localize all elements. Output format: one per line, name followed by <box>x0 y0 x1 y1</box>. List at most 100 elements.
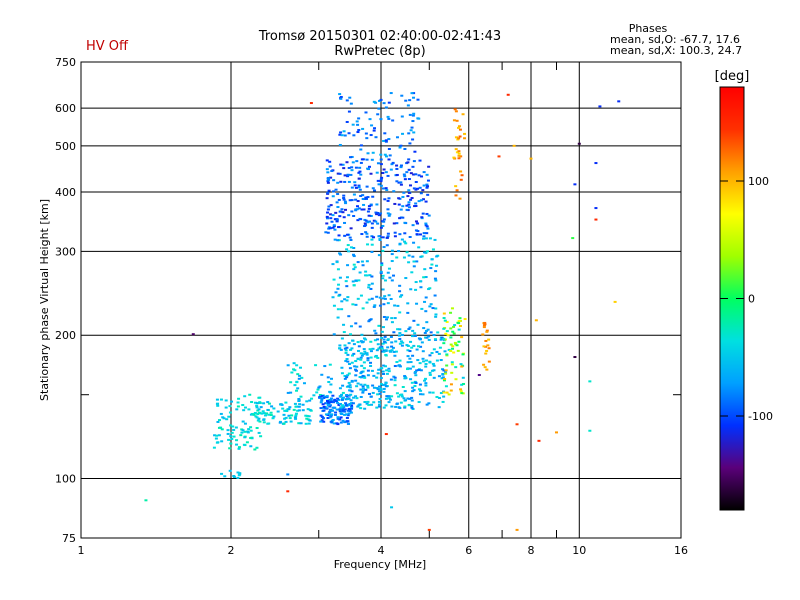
data-point <box>398 284 402 287</box>
data-point <box>399 208 403 211</box>
data-point <box>415 302 419 305</box>
data-point <box>338 402 342 405</box>
data-point <box>294 412 298 415</box>
data-point <box>376 372 380 375</box>
data-point <box>144 499 148 502</box>
data-point <box>389 168 393 171</box>
data-point <box>300 376 304 379</box>
data-point <box>336 416 340 419</box>
data-point <box>453 341 457 344</box>
data-point <box>361 307 365 310</box>
data-point <box>383 279 387 282</box>
data-point <box>326 208 330 211</box>
data-point <box>359 383 363 386</box>
data-point <box>332 304 336 307</box>
data-point <box>230 400 234 403</box>
data-point <box>435 395 439 398</box>
data-point <box>297 422 301 425</box>
data-point <box>410 396 414 399</box>
data-point <box>414 381 418 384</box>
data-point <box>361 197 365 200</box>
data-point <box>427 338 431 341</box>
data-point <box>393 354 397 357</box>
data-point <box>347 412 351 415</box>
data-point <box>409 361 413 364</box>
data-point <box>346 409 350 412</box>
data-point <box>331 195 335 198</box>
data-point <box>367 286 371 289</box>
data-point <box>459 178 463 181</box>
data-point <box>358 271 362 274</box>
data-point <box>345 376 349 379</box>
data-point <box>328 416 332 419</box>
data-point <box>228 447 232 450</box>
data-point <box>410 197 414 200</box>
data-point <box>379 387 383 390</box>
data-point <box>434 307 438 310</box>
data-point <box>335 422 339 425</box>
data-point <box>387 395 391 398</box>
data-point <box>442 379 446 382</box>
data-point <box>398 365 402 368</box>
data-point <box>389 92 393 95</box>
data-point <box>393 304 397 307</box>
data-point <box>369 361 373 364</box>
data-point <box>226 429 230 432</box>
data-point <box>428 237 432 240</box>
data-point <box>243 395 247 398</box>
data-point <box>329 383 333 386</box>
data-point <box>382 246 386 249</box>
data-point <box>461 376 465 379</box>
data-point <box>388 276 392 279</box>
data-point <box>375 213 379 216</box>
data-point <box>411 407 415 410</box>
data-point <box>408 113 412 116</box>
data-point <box>223 475 227 478</box>
data-point <box>396 304 400 307</box>
data-point <box>342 197 346 200</box>
data-point <box>405 171 409 174</box>
data-point <box>433 277 437 280</box>
data-point <box>362 348 366 351</box>
data-point <box>390 163 394 166</box>
data-point <box>286 364 290 367</box>
data-point <box>435 359 439 362</box>
data-point <box>454 136 458 139</box>
data-point <box>374 332 378 335</box>
data-point <box>403 405 407 408</box>
data-point <box>408 397 412 400</box>
data-point <box>512 144 516 147</box>
data-point <box>440 336 444 339</box>
data-point <box>414 188 418 191</box>
data-point <box>402 173 406 176</box>
data-point <box>385 372 389 375</box>
data-point <box>261 410 265 413</box>
data-point <box>454 185 458 188</box>
data-point <box>356 358 360 361</box>
data-point <box>341 404 345 407</box>
data-point <box>257 408 261 411</box>
data-point <box>332 401 336 404</box>
data-point <box>342 216 346 219</box>
data-point <box>338 344 342 347</box>
data-point <box>335 400 339 403</box>
data-point <box>364 197 368 200</box>
data-point <box>339 163 343 166</box>
data-point <box>363 383 367 386</box>
data-point <box>349 173 353 176</box>
data-point <box>392 331 396 334</box>
data-point <box>360 370 364 373</box>
data-point <box>330 377 334 380</box>
data-point <box>286 391 290 394</box>
data-point <box>450 371 454 374</box>
data-point <box>419 255 423 258</box>
data-point <box>354 198 358 201</box>
data-point <box>361 194 365 197</box>
data-point <box>370 243 374 246</box>
data-point <box>331 394 335 397</box>
data-point <box>445 364 449 367</box>
data-point <box>371 384 375 387</box>
data-point <box>487 360 491 363</box>
data-point <box>405 204 409 207</box>
